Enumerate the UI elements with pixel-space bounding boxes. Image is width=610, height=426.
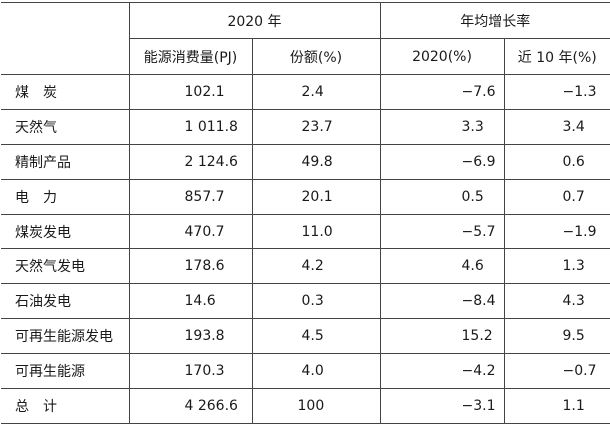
header-consumption: 能源消费量(PJ) [129, 38, 253, 75]
cell-growth-2020: −4.2 [379, 353, 505, 390]
cell-growth-2020: −8.4 [379, 283, 505, 320]
cell-consumption: 1 011.8 [128, 108, 253, 145]
cell-consumption: 102.1 [128, 74, 253, 110]
table-row: 天然气 1 011.8 23.7 3.3 3.4 [1, 108, 610, 145]
header-row-columns: 能源消费量(PJ) 份额(%) 2020(%) 近 10 年(%) [1, 38, 610, 75]
table-row: 石油发电 14.6 0.3 −8.4 4.3 [1, 283, 610, 320]
cell-growth-2020: −6.9 [379, 143, 505, 180]
cell-growth-2020: −3.1 [379, 388, 505, 424]
cell-share: 11.0 [251, 213, 381, 250]
header-row-group: 2020 年 年均增长率 [1, 2, 610, 75]
table-row: 可再生能源发电 193.8 4.5 15.2 9.5 [1, 318, 610, 355]
cell-growth-10y: 3.4 [503, 108, 610, 145]
row-name: 煤炭发电 [1, 213, 130, 250]
table-row: 天然气发电 178.6 4.2 4.6 1.3 [1, 248, 610, 285]
cell-consumption: 193.8 [128, 318, 253, 355]
cell-consumption: 4 266.6 [128, 388, 253, 424]
cell-growth-10y: 0.7 [503, 178, 610, 215]
row-name: 电 力 [1, 178, 130, 215]
cell-consumption: 178.6 [128, 248, 253, 285]
cell-growth-10y: −1.3 [503, 74, 610, 110]
corner-cell [1, 2, 130, 75]
row-name: 精制产品 [1, 143, 130, 180]
table-row: 电 力 857.7 20.1 0.5 0.7 [1, 178, 610, 215]
row-name: 煤 炭 [1, 74, 130, 110]
cell-share: 0.3 [251, 283, 381, 320]
cell-share: 20.1 [251, 178, 381, 215]
row-name: 石油发电 [1, 283, 130, 320]
cell-growth-10y: 1.1 [503, 388, 610, 424]
table-row: 精制产品 2 124.6 49.8 −6.9 0.6 [1, 143, 610, 180]
cell-growth-10y: −1.9 [503, 213, 610, 250]
header-share: 份额(%) [251, 38, 381, 75]
cell-consumption: 170.3 [128, 353, 253, 390]
cell-share: 2.4 [251, 74, 381, 110]
cell-growth-10y: 1.3 [503, 248, 610, 285]
table-body: 煤 炭 102.1 2.4 −7.6 −1.3 天然气 1 011.8 23.7… [1, 74, 610, 424]
cell-growth-10y: 9.5 [503, 318, 610, 355]
cell-consumption: 2 124.6 [128, 143, 253, 180]
cell-consumption: 14.6 [128, 283, 253, 320]
cell-growth-10y: 0.6 [503, 143, 610, 180]
cell-growth-2020: −5.7 [379, 213, 505, 250]
cell-growth-2020: 3.3 [379, 108, 505, 145]
cell-growth-10y: 4.3 [503, 283, 610, 320]
cell-share: 49.8 [251, 143, 381, 180]
cell-share: 4.2 [251, 248, 381, 285]
table-row: 可再生能源 170.3 4.0 −4.2 −0.7 [1, 353, 610, 390]
table-row-total: 总 计 4 266.6 100 −3.1 1.1 [1, 388, 610, 424]
row-name: 可再生能源发电 [1, 318, 130, 355]
cell-growth-2020: 0.5 [379, 178, 505, 215]
header-growth-group: 年均增长率 [379, 2, 610, 39]
cell-consumption: 470.7 [128, 213, 253, 250]
table-row: 煤 炭 102.1 2.4 −7.6 −1.3 [1, 74, 610, 110]
header-growth-2020: 2020(%) [379, 38, 505, 75]
cell-growth-2020: 4.6 [379, 248, 505, 285]
cell-growth-2020: −7.6 [379, 74, 505, 110]
header-growth-10y: 近 10 年(%) [503, 38, 610, 75]
cell-consumption: 857.7 [128, 178, 253, 215]
cell-share: 4.0 [251, 353, 381, 390]
header-2020-group: 2020 年 [128, 2, 381, 39]
cell-growth-2020: 15.2 [379, 318, 505, 355]
table-row: 煤炭发电 470.7 11.0 −5.7 −1.9 [1, 213, 610, 250]
row-name: 天然气发电 [1, 248, 130, 285]
cell-share: 4.5 [251, 318, 381, 355]
row-name: 天然气 [1, 108, 130, 145]
row-name: 总 计 [1, 388, 130, 424]
cell-share: 100 [251, 388, 381, 424]
row-name: 可再生能源 [1, 353, 130, 390]
cell-share: 23.7 [251, 108, 381, 145]
cell-growth-10y: −0.7 [503, 353, 610, 390]
